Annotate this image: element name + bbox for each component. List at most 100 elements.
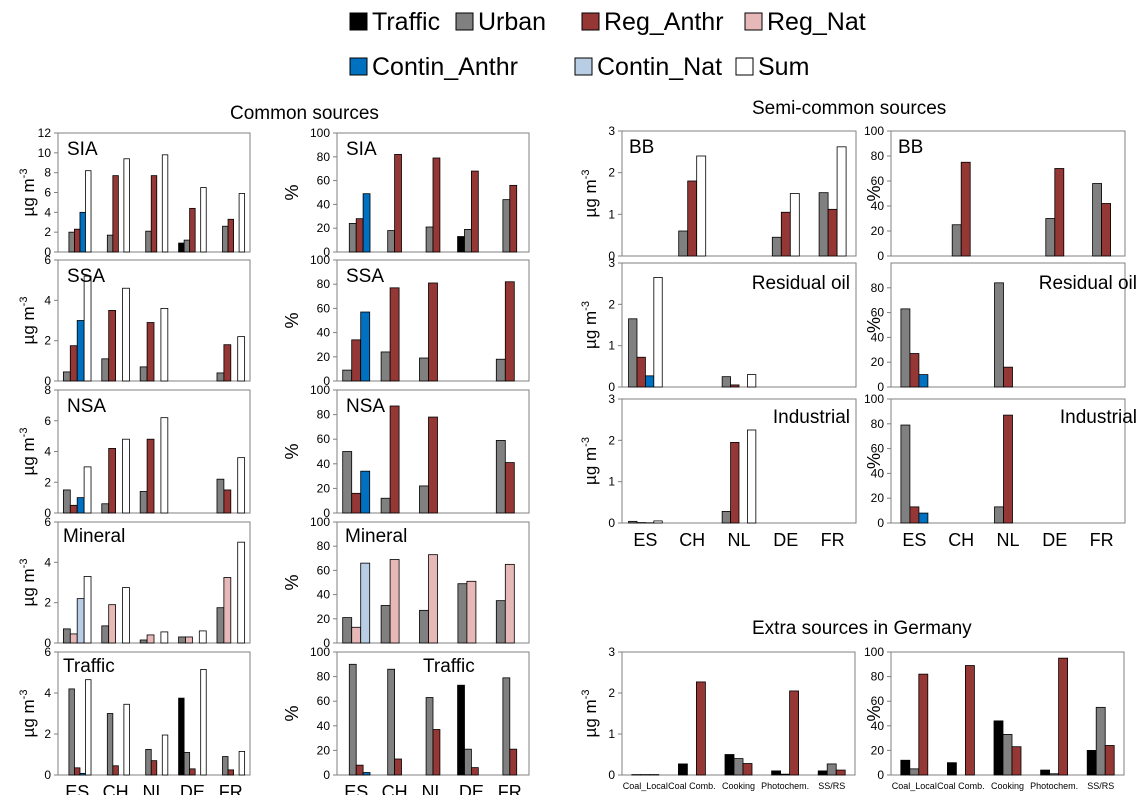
bar-sum-ch (123, 703, 130, 776)
y-tick-label: 1 (608, 475, 615, 489)
bar-reg_anthr-nl (428, 282, 438, 382)
bar-sum-es (83, 466, 92, 514)
y-tick-label: 0 (44, 636, 51, 650)
y-tick-label: 100 (310, 645, 330, 659)
y-axis-label: µg m-3 (580, 437, 600, 485)
panel-title: Traffic (63, 656, 115, 677)
y-tick-label: 80 (317, 539, 331, 553)
plot-frame (890, 130, 1126, 257)
y-axis-label: % (282, 443, 302, 459)
y-tick-label: 2 (608, 166, 615, 180)
bar-reg_nat-es (351, 626, 362, 644)
y-tick-label: 0 (877, 516, 884, 530)
y-axis-label-sup: -3 (580, 437, 592, 447)
bar-urban-nl (419, 357, 429, 382)
bar-urban-nl (419, 485, 429, 514)
bar-reg_anthr-ch (394, 758, 402, 776)
bar-urban-de (464, 748, 472, 776)
bar-urban-es (900, 424, 911, 524)
y-tick-label: 60 (317, 301, 331, 315)
bar-urban-fr (495, 358, 506, 382)
y-axis-label-sup: -3 (18, 428, 30, 438)
y-axis-label: µg m-3 (18, 559, 38, 607)
bar-reg_anthr-nl (1003, 414, 1013, 524)
bar-urban-fr (216, 607, 225, 644)
bar-reg_nat-fr (504, 563, 515, 644)
bar-reg_anthr-es (69, 504, 78, 514)
bar-sum-fr (238, 193, 246, 253)
bar-reg_anthr-ch (112, 765, 119, 776)
bar-reg_anthr-cooking (1011, 746, 1022, 776)
bar-reg_anthr-photochem (789, 690, 799, 776)
bar-contin_anthr-es (79, 211, 86, 253)
bar-contin_anthr-es (362, 193, 371, 253)
bar-urban-es (68, 688, 75, 776)
bar-sum-es (85, 170, 92, 253)
bar-urban-fr (495, 440, 506, 514)
legend-label-reg_anthr: Reg_Anthr (604, 8, 724, 36)
chart-ssa_pct: 0 20 40 60 80 100% SSA (282, 253, 530, 388)
y-tick-label: 2 (608, 433, 615, 447)
y-tick-label: 80 (317, 670, 331, 684)
bar-urban-cooking (733, 758, 744, 776)
bar-sum-nl (160, 417, 169, 514)
chart-mineral_pct: 0 20 40 60 80 100% Mineral (282, 515, 530, 650)
bar-sum-ch (122, 438, 130, 514)
bar-traffic-photochem (771, 770, 781, 776)
bar-urban-nl (425, 226, 434, 253)
bar-reg_anthr-es (351, 339, 362, 382)
bar-traffic-de (457, 684, 465, 776)
bar-reg_anthr-ch (394, 154, 402, 253)
y-tick-label: 1 (608, 339, 615, 353)
y-tick-label: 2 (44, 334, 51, 348)
bar-contin_anthr-es (76, 497, 85, 514)
bar-reg_anthr-de (470, 767, 479, 776)
y-tick-label: 60 (871, 442, 885, 456)
bar-contin_nat-es (76, 598, 85, 644)
bar-urban-ssrs (1095, 706, 1106, 776)
bar-urban-de (464, 228, 472, 253)
bar-reg_anthr-fr (1101, 203, 1111, 257)
bar-contin_anthr-es (362, 772, 371, 776)
panel-title: NSA (67, 396, 106, 417)
y-axis-label-base: µg m (19, 568, 38, 606)
bar-reg_nat-nl (146, 634, 155, 644)
bar-reg_anthr-fr (509, 184, 518, 253)
y-tick-label: 80 (871, 149, 885, 163)
bar-urban-cooking (1002, 734, 1013, 776)
chart-de_pct: 0 20 40 60 80 100% Coal_Local Coal Comb. Cooking… (864, 645, 1125, 791)
x-tick-label: ES (902, 530, 926, 550)
bar-urban-es (628, 520, 638, 524)
y-tick-label: 2 (44, 596, 51, 610)
y-tick-label: 100 (864, 124, 884, 138)
bar-contin_anthr-es (360, 470, 371, 514)
y-axis-label: % (864, 185, 884, 201)
bar-urban-de (183, 752, 191, 776)
x-tick-label: FR (498, 782, 522, 795)
bar-reg_anthr-es (355, 218, 364, 253)
bar-reg_anthr-ch (108, 310, 117, 382)
chart-bb_pct: 0 20 40 60 80 100% BB (864, 124, 1126, 263)
y-tick-label: 0 (323, 506, 330, 520)
y-axis-label: µg m-3 (18, 690, 38, 738)
bar-reg_anthr-nl (146, 438, 155, 514)
bar-urban-photochem (1049, 773, 1059, 776)
bar-sum-es (83, 275, 92, 382)
legend-swatch-reg_anthr (581, 12, 600, 31)
y-tick-label: 3 (608, 645, 615, 659)
y-tick-label: 0 (877, 380, 884, 394)
bar-urban-es (348, 223, 357, 253)
bar-traffic-cooking (993, 720, 1004, 776)
x-tick-label: ES (633, 530, 657, 550)
bar-urban-ssrs (826, 763, 837, 776)
y-tick-label: 0 (44, 374, 51, 388)
bar-urban-es (628, 318, 638, 388)
bar-contin_anthr-es (79, 772, 86, 776)
bar-urban-nl (994, 282, 1004, 388)
y-tick-label: 1 (608, 207, 615, 221)
bar-urban-ch (380, 497, 391, 514)
bar-sum-de (200, 669, 207, 776)
x-tick-label: FR (1090, 530, 1114, 550)
y-tick-label: 40 (317, 326, 331, 340)
bar-reg_anthr-ssrs (835, 769, 846, 776)
